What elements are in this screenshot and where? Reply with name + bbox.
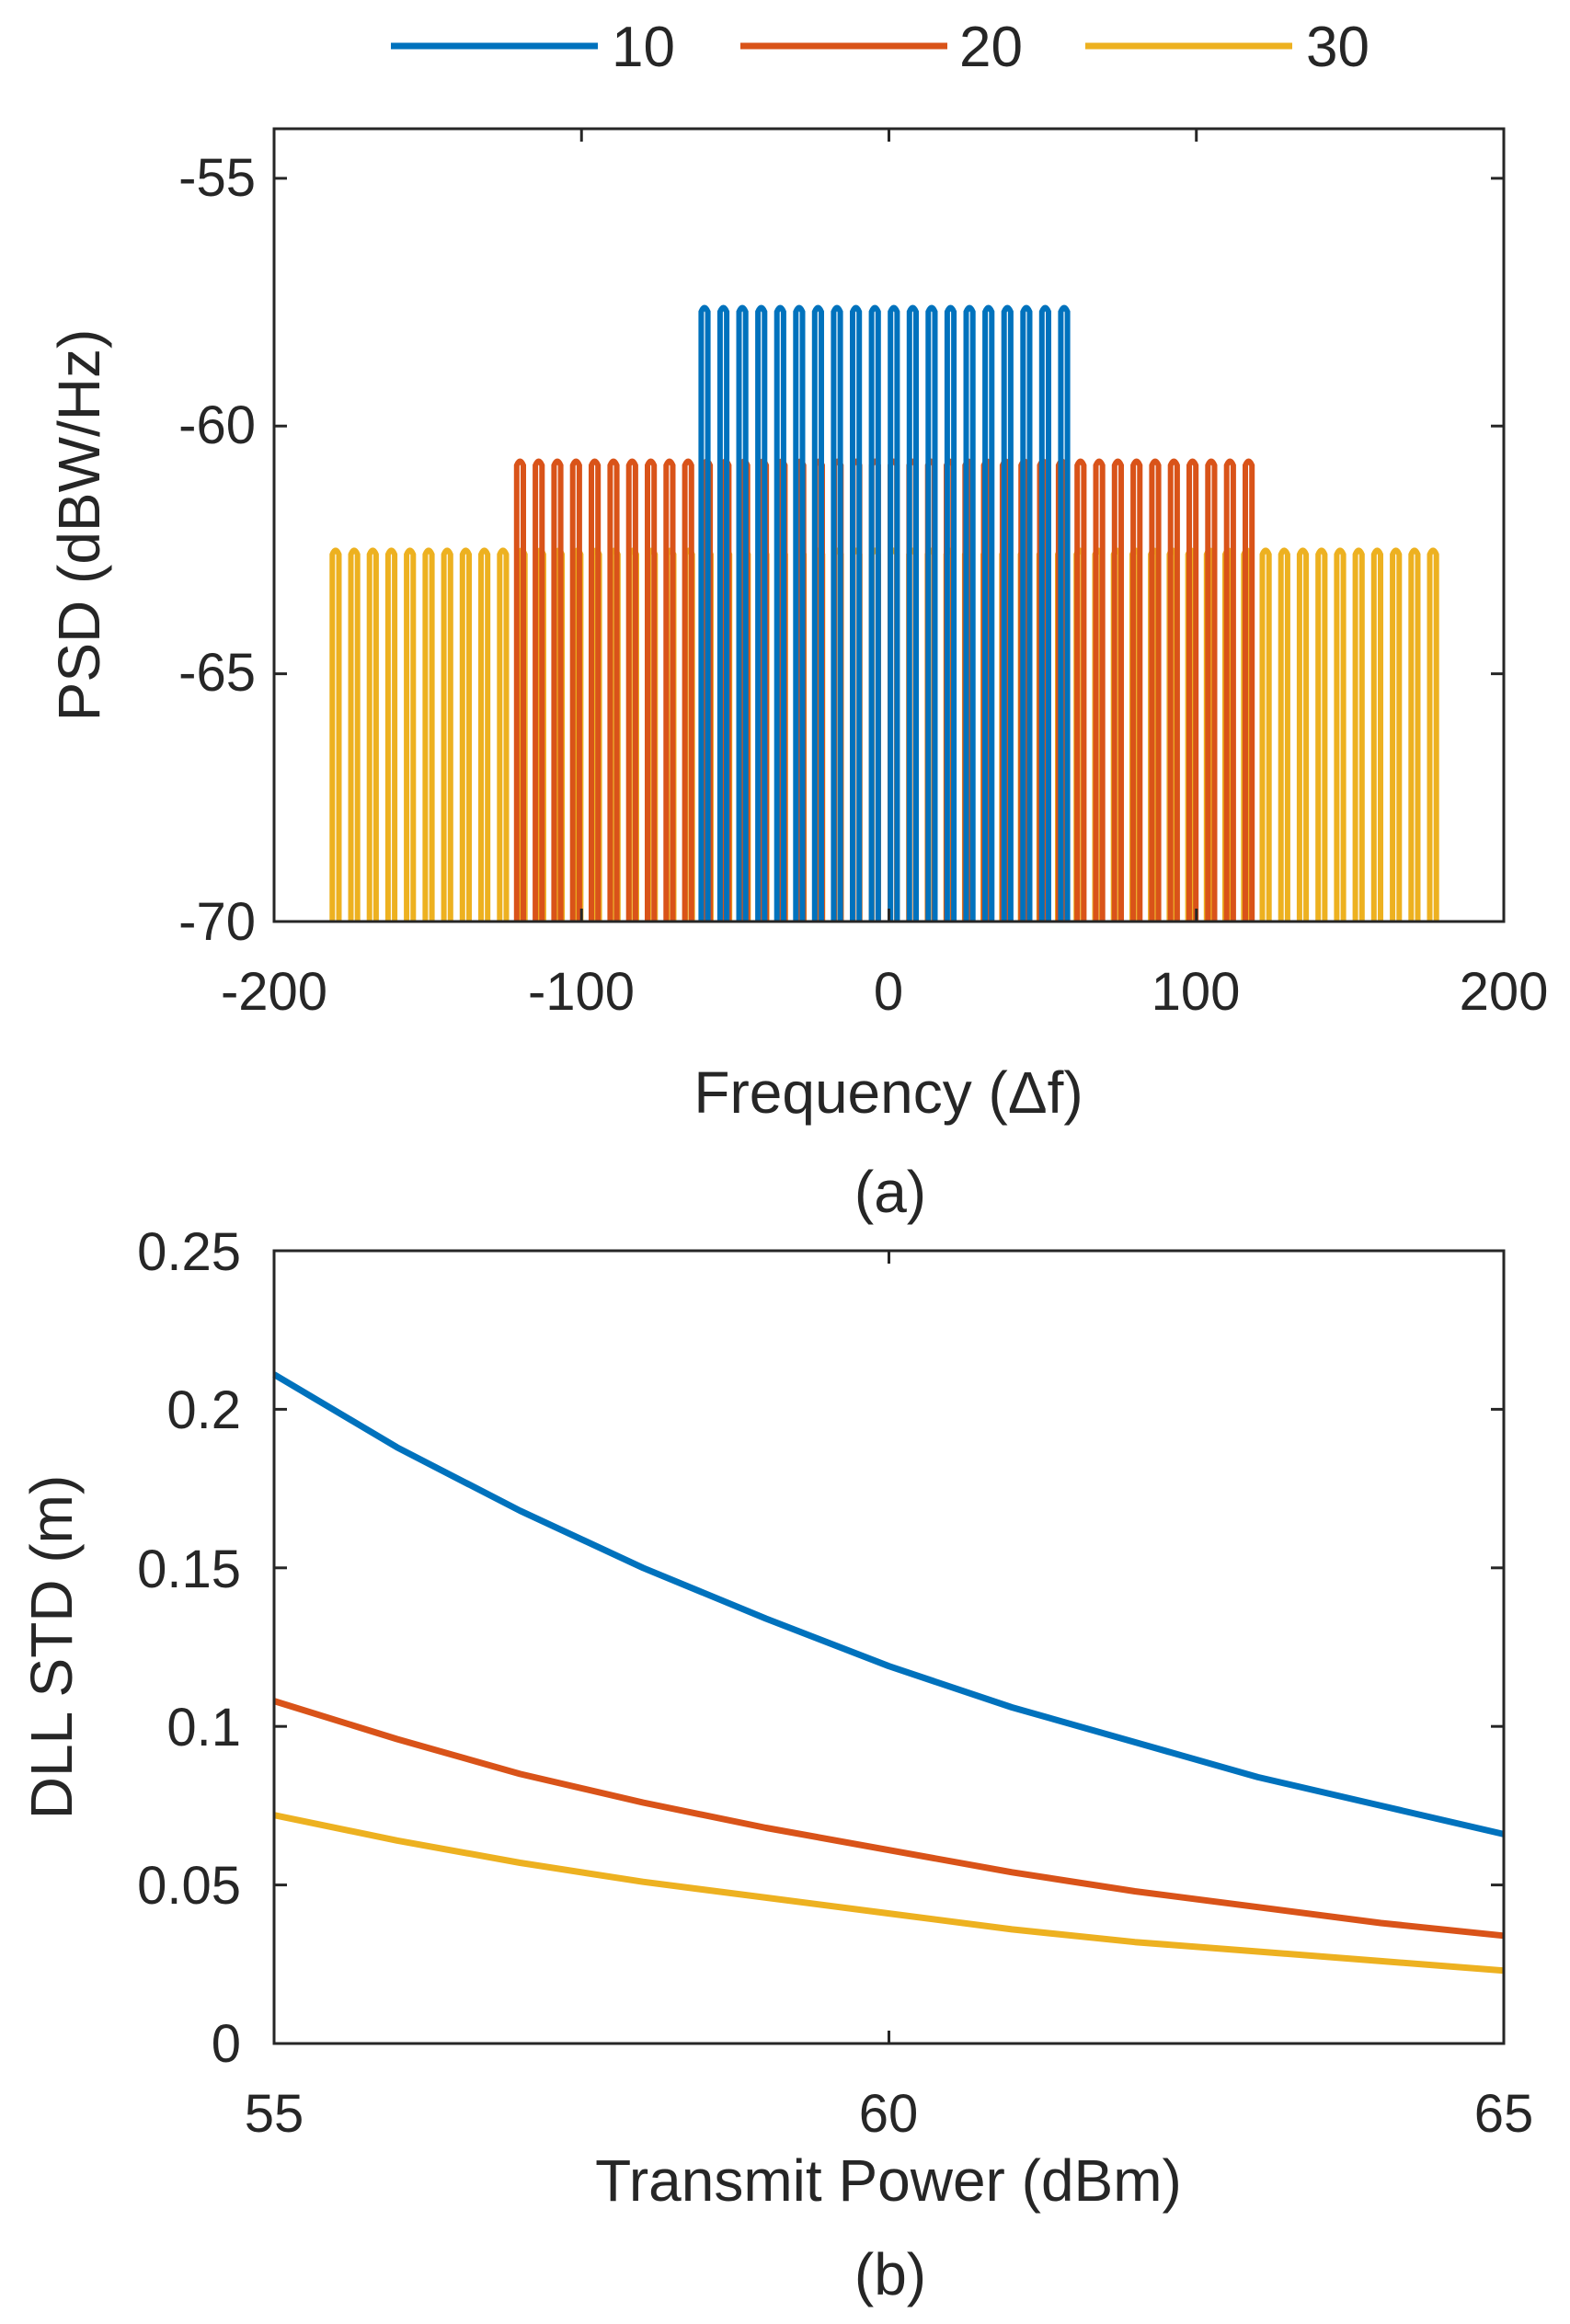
dll-series-20 [272,1698,1505,1940]
dll-plot-marks [272,1371,1505,1975]
panel-a-label: (a) [854,1159,926,1225]
psd-series-10-sidelobes [700,841,1062,922]
legend-label-10: 10 [612,16,675,79]
psd-ytick-label-55: -55 [178,148,256,208]
panel-b-label: (b) [854,2241,926,2307]
psd-xtick-label-n200: -200 [221,962,327,1022]
psd-ytick-label-65: -65 [178,643,256,703]
dll-ytick-label-0.1: 0.1 [166,1698,241,1757]
psd-series-10 [698,304,1071,922]
dll-series-10 [272,1371,1505,1837]
dll-series-30 [273,1812,1505,1975]
psd-xtick-label-100: 100 [1152,962,1241,1022]
psd-xtick-label-200: 200 [1460,962,1549,1022]
dll-ytick-label-0.15: 0.15 [137,1540,241,1599]
dll-ytick-label-0: 0 [212,2014,241,2074]
dll-ytick-label-0.05: 0.05 [137,1856,241,1916]
dll-xtick-label-55: 55 [245,2084,304,2144]
legend: 10 20 30 [391,16,1369,79]
psd-plot-marks [329,304,1439,922]
legend-label-20: 20 [959,16,1023,79]
dll-ytick-label-0.25: 0.25 [137,1222,241,1282]
psd-xtick-label-n100: -100 [528,962,635,1022]
psd-ticks [272,129,1506,923]
dll-ticks [272,1249,1506,2045]
psd-y-axis-label: PSD (dBW/Hz) [46,329,112,722]
dll-ytick-label-0.2: 0.2 [166,1380,241,1440]
dll-x-axis-label: Transmit Power (dBm) [595,2147,1182,2214]
psd-ytick-label-60: -60 [178,395,256,455]
legend-label-30: 30 [1306,16,1369,79]
dll-xtick-label-60: 60 [859,2084,919,2144]
psd-x-axis-label: Frequency (Δf) [693,1059,1083,1126]
dll-xtick-label-65: 65 [1474,2084,1534,2144]
dll-std-panel: 0 0.05 0.1 0.15 0.2 0.25 55 60 65 Transm… [18,1222,1533,2307]
psd-panel: -55 -60 -65 -70 -200 -100 0 100 200 Freq… [46,127,1549,1225]
psd-ytick-label-70: -70 [178,892,256,952]
psd-xtick-label-0: 0 [874,962,903,1022]
dll-y-axis-label: DLL STD (m) [18,1475,85,1820]
